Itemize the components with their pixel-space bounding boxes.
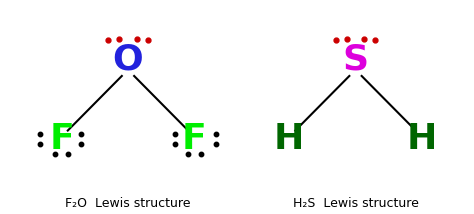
Text: H: H: [274, 122, 304, 156]
Text: F: F: [49, 122, 74, 156]
Text: S: S: [342, 43, 369, 77]
Text: O: O: [113, 43, 143, 77]
Text: H₂S  Lewis structure: H₂S Lewis structure: [292, 197, 419, 210]
Text: F₂O  Lewis structure: F₂O Lewis structure: [65, 197, 191, 210]
Text: H: H: [407, 122, 437, 156]
Text: F: F: [182, 122, 207, 156]
